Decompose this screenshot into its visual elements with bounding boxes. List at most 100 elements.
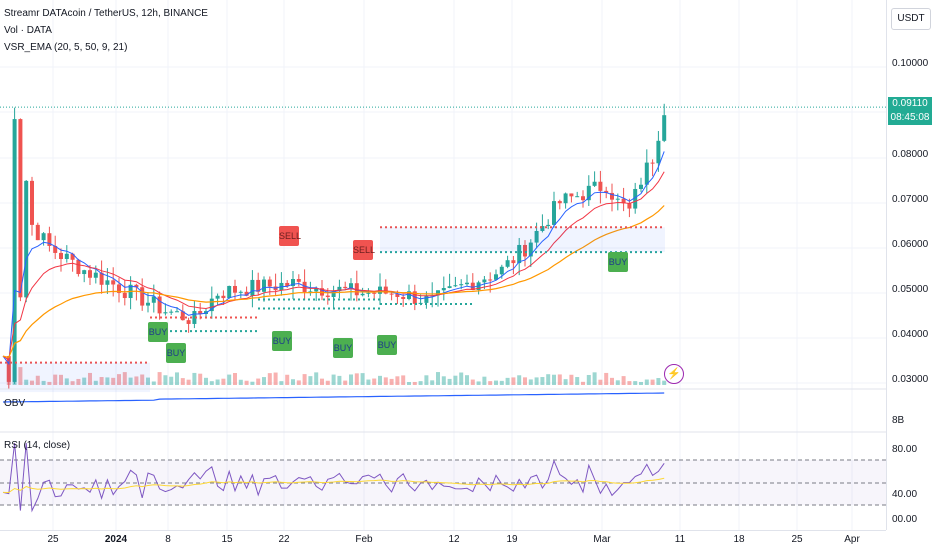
time-label: Feb — [355, 534, 373, 545]
candle-body — [122, 292, 127, 299]
volume-bar — [175, 372, 179, 385]
candle-body — [389, 293, 394, 295]
volume-bar — [250, 381, 255, 385]
candle-body — [215, 295, 220, 299]
candle-body — [24, 180, 29, 298]
candle-body — [453, 285, 458, 287]
volume-bar — [273, 372, 278, 385]
candle-body — [343, 286, 348, 289]
candle-body — [331, 291, 336, 298]
candle-body — [169, 311, 174, 313]
rsi-line — [2, 443, 665, 513]
time-label: 25 — [47, 534, 59, 545]
time-label: 22 — [278, 534, 290, 545]
time-axis[interactable] — [0, 530, 886, 551]
volume-bar — [598, 379, 603, 385]
volume-bar — [209, 381, 214, 385]
volume-bar — [6, 363, 11, 385]
buy-signal[interactable]: BUY — [333, 338, 353, 358]
volume-bar — [134, 376, 139, 385]
price-axis[interactable] — [886, 0, 932, 530]
volume-bar — [262, 377, 266, 385]
candle-body — [70, 253, 75, 260]
candle-body — [256, 279, 261, 292]
time-label: 25 — [791, 534, 803, 545]
volume-bar — [378, 375, 382, 385]
candle-body — [291, 279, 295, 287]
time-label: 11 — [674, 534, 686, 545]
candle-body — [314, 288, 319, 292]
volume-bar — [88, 372, 92, 385]
candle-body — [227, 285, 232, 299]
volume-bar — [354, 373, 359, 385]
candle-body — [53, 245, 58, 253]
volume-bar — [534, 377, 539, 385]
candle-body — [296, 279, 301, 282]
rsi-legend[interactable]: RSI (14, close) — [4, 440, 71, 451]
buy-signal[interactable]: BUY — [272, 331, 292, 351]
candle-body — [499, 266, 504, 275]
time-label: Apr — [844, 534, 860, 545]
candle-body — [82, 270, 87, 275]
volume-bar — [401, 375, 406, 385]
volume-legend[interactable]: Vol · DATA — [4, 25, 52, 36]
candle-body — [412, 291, 417, 304]
price-label-0.060: 0.06000 — [892, 239, 929, 250]
candle-body — [563, 193, 568, 204]
time-label: 19 — [506, 534, 518, 545]
countdown-tag: 08:45:08 — [888, 111, 932, 125]
volume-bar — [337, 375, 342, 385]
volume-bar — [267, 373, 272, 385]
sell-signal[interactable]: SELL — [353, 240, 375, 260]
volume-bar — [325, 380, 330, 385]
volume-bar — [586, 374, 591, 385]
volume-bar — [465, 375, 469, 385]
last-price-tag: 0.09110 — [888, 97, 932, 111]
volume-bar — [93, 380, 98, 385]
candle-body — [59, 252, 63, 259]
candle-body — [262, 279, 266, 292]
volume-bar — [256, 378, 261, 385]
candle-body — [93, 272, 98, 278]
sell-signal[interactable]: SELL — [279, 226, 301, 246]
time-label: 8 — [165, 534, 171, 545]
buy-signal[interactable]: BUY — [148, 322, 168, 342]
volume-bar — [459, 372, 464, 385]
buy-signal[interactable]: BUY — [377, 335, 397, 355]
symbol-legend[interactable]: Streamr DATAcoin / TetherUS, 12h, BINANC… — [4, 8, 208, 19]
currency-selector[interactable]: USDT — [891, 8, 931, 30]
candle-body — [12, 119, 17, 382]
candle-body — [105, 280, 110, 285]
volume-bar — [528, 379, 533, 385]
candle-body — [569, 193, 574, 197]
vsr-ema-legend[interactable]: VSR_EMA (20, 5, 50, 9, 21) — [4, 42, 128, 53]
volume-bar — [285, 374, 290, 385]
candle-body — [656, 140, 661, 164]
buy-signal[interactable]: BUY — [166, 343, 186, 363]
volume-bar — [12, 367, 17, 385]
ema-mid-line — [2, 171, 665, 361]
price-label-0.100: 0.10000 — [892, 58, 929, 69]
obv-legend[interactable]: OBV — [4, 398, 26, 409]
volume-bar — [64, 378, 69, 385]
volume-bar — [111, 377, 116, 385]
buy-signal[interactable]: BUY — [608, 252, 628, 272]
volume-bar — [349, 374, 353, 385]
candle-body — [146, 302, 150, 306]
candle-body — [221, 295, 226, 299]
obv-axis-label: 8B — [892, 415, 905, 426]
lightning-icon[interactable]: ⚡ — [664, 364, 684, 384]
volume-bar — [320, 378, 324, 385]
volume-bar — [30, 380, 34, 385]
candle-body — [354, 283, 359, 296]
candle-body — [233, 285, 237, 293]
candle-body — [349, 283, 353, 289]
time-label: 12 — [448, 534, 460, 545]
candle-body — [325, 295, 330, 298]
time-label: 15 — [221, 534, 233, 545]
candle-body — [6, 356, 11, 382]
volume-bar — [644, 379, 649, 385]
volume-bar — [383, 377, 388, 385]
